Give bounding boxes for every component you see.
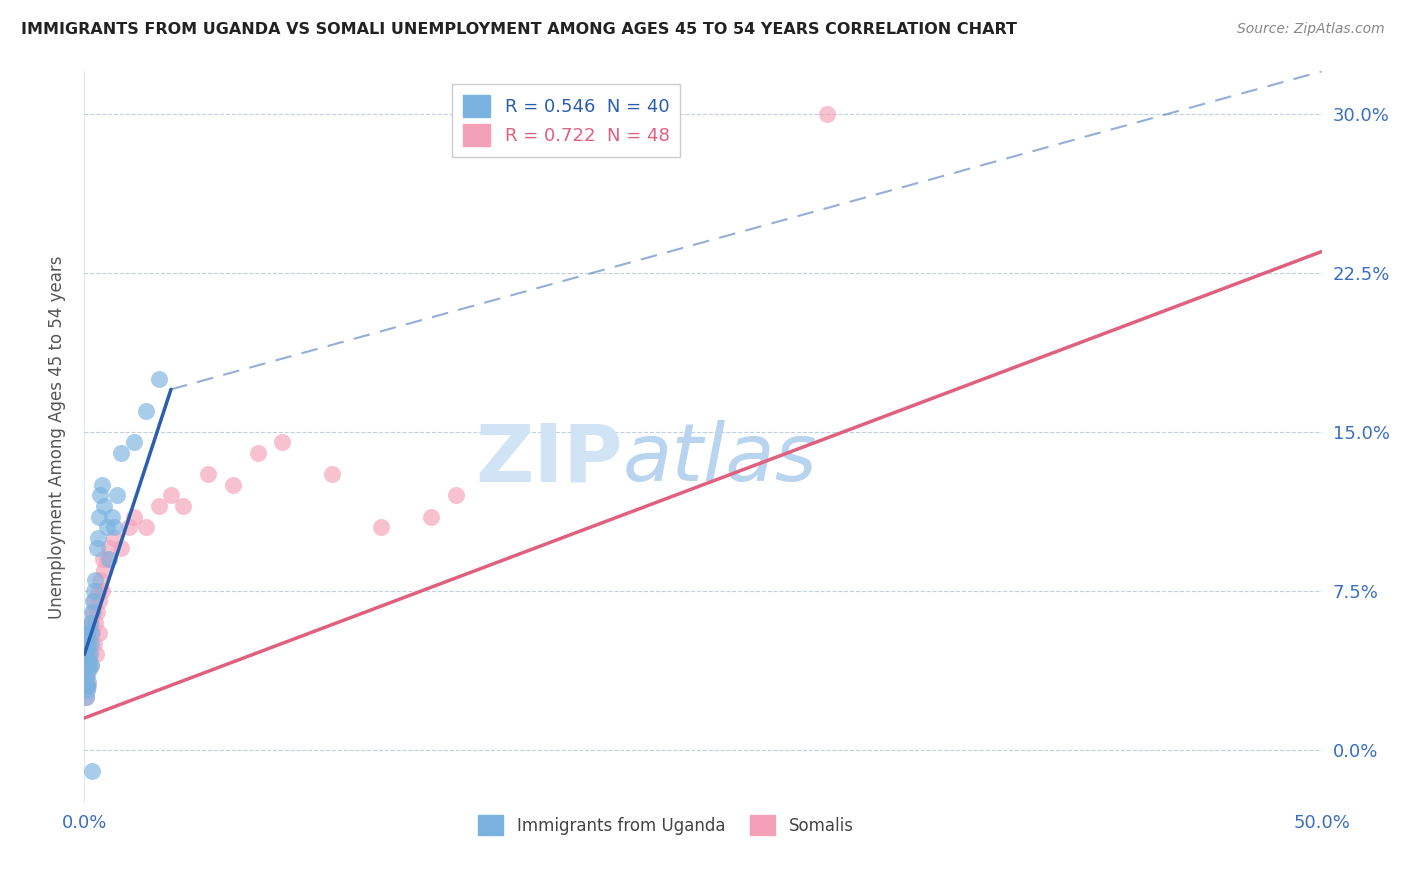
Point: [122, 509, 145, 524]
Point: [83, 583, 105, 598]
Point: [90, 583, 112, 598]
Point: [77, 626, 100, 640]
Point: [77, 658, 100, 673]
Point: [79, 640, 101, 655]
Point: [89, 573, 111, 587]
Y-axis label: Unemployment Among Ages 45 to 54 years: Unemployment Among Ages 45 to 54 years: [48, 255, 66, 619]
Point: [75, 690, 97, 704]
Point: [76, 668, 98, 682]
Point: [79, 654, 101, 668]
Point: [110, 446, 132, 460]
Point: [79, 615, 101, 630]
Point: [98, 552, 121, 566]
Point: [76, 640, 98, 655]
Point: [75, 648, 97, 662]
Point: [77, 632, 100, 647]
Point: [110, 541, 132, 556]
Point: [96, 552, 118, 566]
Point: [89, 509, 111, 524]
Point: [80, 605, 103, 619]
Point: [96, 520, 118, 534]
Point: [84, 615, 107, 630]
Point: [118, 520, 141, 534]
Point: [75, 679, 97, 693]
Point: [89, 488, 111, 502]
Point: [83, 594, 105, 608]
Point: [815, 107, 838, 121]
Point: [197, 467, 219, 482]
Point: [98, 541, 121, 556]
Point: [148, 372, 170, 386]
Point: [271, 435, 294, 450]
Point: [87, 583, 110, 598]
Text: atlas: atlas: [623, 420, 817, 498]
Point: [79, 626, 101, 640]
Point: [82, 605, 104, 619]
Point: [79, 648, 101, 662]
Point: [87, 626, 110, 640]
Point: [93, 499, 115, 513]
Point: [321, 467, 343, 482]
Point: [135, 403, 157, 417]
Point: [83, 637, 105, 651]
Point: [76, 626, 98, 640]
Text: ZIP: ZIP: [475, 420, 623, 498]
Point: [93, 563, 115, 577]
Point: [86, 605, 108, 619]
Point: [77, 662, 100, 676]
Point: [105, 488, 128, 502]
Point: [80, 637, 103, 651]
Point: [370, 520, 392, 534]
Point: [79, 648, 101, 662]
Point: [76, 679, 98, 693]
Point: [82, 594, 104, 608]
Point: [75, 690, 97, 704]
Point: [103, 531, 125, 545]
Point: [77, 662, 100, 676]
Point: [75, 668, 97, 682]
Point: [103, 520, 125, 534]
Text: IMMIGRANTS FROM UGANDA VS SOMALI UNEMPLOYMENT AMONG AGES 45 TO 54 YEARS CORRELAT: IMMIGRANTS FROM UGANDA VS SOMALI UNEMPLO…: [21, 22, 1017, 37]
Point: [172, 499, 194, 513]
Point: [148, 499, 170, 513]
Point: [76, 679, 98, 693]
Text: Source: ZipAtlas.com: Source: ZipAtlas.com: [1237, 22, 1385, 37]
Point: [89, 594, 111, 608]
Point: [77, 620, 100, 634]
Point: [76, 662, 98, 676]
Point: [76, 648, 98, 662]
Point: [160, 488, 183, 502]
Point: [91, 552, 114, 566]
Point: [75, 668, 97, 682]
Point: [75, 658, 97, 673]
Point: [90, 477, 112, 491]
Point: [76, 679, 98, 693]
Point: [222, 477, 245, 491]
Point: [80, 658, 103, 673]
Point: [86, 541, 108, 556]
Point: [84, 648, 107, 662]
Point: [75, 637, 97, 651]
Point: [84, 573, 107, 587]
Point: [79, 615, 101, 630]
Point: [87, 531, 110, 545]
Point: [444, 488, 467, 502]
Point: [76, 683, 98, 698]
Point: [82, 764, 104, 778]
Legend: Immigrants from Uganda, Somalis: Immigrants from Uganda, Somalis: [471, 808, 860, 842]
Point: [419, 509, 441, 524]
Point: [100, 509, 122, 524]
Point: [246, 446, 269, 460]
Point: [80, 626, 103, 640]
Point: [80, 658, 103, 673]
Point: [77, 637, 100, 651]
Point: [135, 520, 157, 534]
Point: [76, 675, 98, 690]
Point: [122, 435, 145, 450]
